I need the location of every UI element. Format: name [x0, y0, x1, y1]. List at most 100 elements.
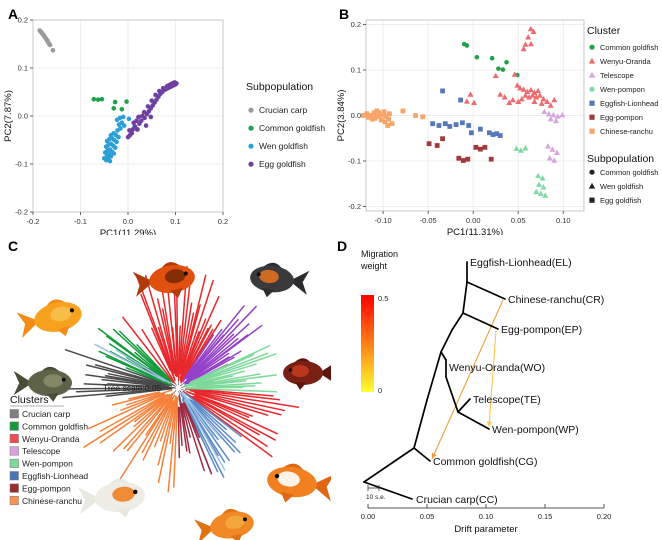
tree-branch — [182, 328, 223, 382]
data-point-square — [413, 113, 418, 118]
clusters-legend-title: Clusters — [10, 394, 49, 406]
data-point-triangle — [517, 85, 524, 91]
fish-photo-1 — [132, 262, 195, 298]
treemix-plot: Migration weight 0.5 0 Eggfish-Lionhead(EL) C… — [360, 249, 611, 535]
data-point-square — [589, 197, 595, 203]
legend-swatch — [9, 409, 19, 419]
treemix-branches — [363, 261, 506, 500]
data-point-square — [487, 130, 492, 136]
series-wen-goldfish — [101, 114, 140, 164]
data-point-triangle — [541, 108, 548, 115]
data-point-triangle — [520, 45, 527, 52]
legend-item: Egg goldfish — [248, 159, 306, 169]
data-point-triangle — [511, 71, 518, 77]
data-point-circle — [464, 43, 470, 48]
data-point-triangle — [531, 98, 538, 105]
panel-label-d: D — [337, 238, 348, 254]
data-point-square — [436, 123, 442, 128]
data-point-circle — [116, 134, 121, 140]
fish-eye — [132, 489, 138, 495]
data-point-triangle — [527, 86, 534, 93]
tree-branch — [195, 385, 256, 389]
shape-legend-item: Egg goldfish — [589, 196, 641, 205]
legend-item: Telescope — [588, 71, 634, 80]
tree-branch — [189, 395, 273, 458]
data-point-triangle — [530, 28, 537, 35]
data-point-square — [460, 158, 466, 163]
data-point-triangle — [525, 34, 532, 40]
fish-eye — [183, 271, 188, 276]
treemix-branch — [457, 411, 490, 430]
y-tick-label: -0.1 — [348, 157, 361, 166]
fish-eye — [288, 368, 293, 372]
data-point-triangle — [547, 102, 554, 108]
series-common-goldfish — [91, 96, 129, 112]
tree-branch — [180, 327, 209, 383]
panel-label-a: A — [8, 6, 19, 22]
data-point-square — [473, 144, 479, 150]
data-point-triangle — [522, 41, 529, 47]
clusters-legend-item: Eggfish-Lionhead — [9, 471, 88, 481]
treemix-branch — [413, 399, 428, 449]
series-egg-goldfish — [125, 80, 179, 140]
series-wen-pompon — [513, 145, 549, 198]
radial-tree-plot: Tree scale:0.05 Clusters Crucian carp Commo… — [9, 262, 336, 540]
tree-branch — [99, 395, 165, 432]
data-point-triangle — [553, 149, 560, 155]
shape-legend-item-label: Egg goldfish — [600, 196, 641, 205]
legend-item: Egg-pompon — [589, 113, 643, 122]
legend-item: Common goldfish — [248, 123, 325, 133]
tree-branch — [180, 328, 214, 384]
data-point-square — [589, 128, 595, 134]
fish-ventral-fin — [230, 533, 243, 540]
treemix-branch — [440, 351, 447, 361]
legend-item-label: Wen-pompon — [600, 85, 645, 94]
data-point-triangle — [546, 155, 553, 161]
legend-item: Chinese-ranchu — [589, 127, 653, 136]
data-point-circle — [95, 97, 101, 102]
pca-plot-a: -0.2 -0.1 0.0 0.1 0.2 -0.2 -0.1 0.0 0.1 0.2 PC1(11… — [3, 16, 325, 239]
legend-item-label: Wen goldfish — [259, 141, 308, 151]
shape-legend-item: Common goldfish — [589, 168, 658, 177]
tree-branch — [177, 325, 181, 372]
series-chinese-ranchu — [360, 108, 426, 128]
data-point-square — [377, 114, 382, 119]
tree-branch — [194, 395, 278, 435]
fish-ventral-fin — [170, 287, 183, 298]
fish-eye — [242, 517, 247, 522]
data-point-circle — [99, 96, 105, 102]
axis-tick-label: 0.05 — [420, 512, 435, 521]
data-point-square — [360, 113, 366, 118]
data-point-square — [434, 143, 440, 148]
tree-branch — [157, 401, 176, 484]
tree-branch — [187, 305, 257, 379]
tree-branch — [134, 351, 172, 383]
data-point-triangle — [588, 57, 596, 64]
data-point-triangle — [501, 94, 508, 100]
fish-photo-6 — [267, 463, 335, 503]
data-point-square — [589, 100, 595, 106]
legend-item-label: Egg goldfish — [259, 159, 306, 169]
tree-branch — [189, 352, 269, 385]
tree-branch — [193, 391, 282, 416]
tree-branch — [133, 398, 167, 428]
data-point-circle — [114, 139, 119, 145]
tree-branch — [188, 373, 261, 387]
data-point-circle — [124, 99, 129, 104]
tree-branch — [157, 395, 177, 466]
data-point-triangle — [467, 91, 474, 97]
legend-item: Eggfish-Lionhead — [589, 99, 658, 108]
clusters-legend-item-label: Chinese-ranchu — [22, 496, 82, 506]
tree-branch — [186, 356, 230, 384]
legend-item: Wen-pompon — [589, 85, 645, 94]
tree-branch — [179, 274, 207, 379]
data-point-circle — [139, 118, 144, 124]
tree-branch — [182, 396, 226, 463]
tree-branch — [112, 392, 174, 452]
data-point-circle — [148, 114, 154, 120]
cluster-branches-wen-pompon — [180, 345, 278, 393]
tree-branch — [184, 403, 219, 473]
tree-branch — [140, 293, 176, 382]
tree-branch — [87, 393, 166, 430]
data-point-circle — [153, 92, 158, 98]
